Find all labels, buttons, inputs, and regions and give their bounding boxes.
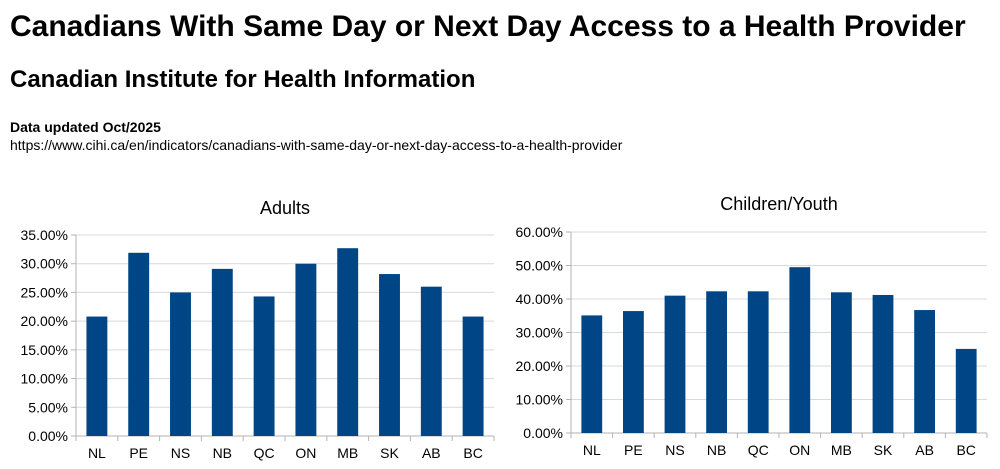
children-youth-x-tick-label: BC [956, 442, 975, 458]
adults-y-tick-label: 15.00% [21, 342, 68, 358]
adults-x-tick-label: NL [88, 445, 106, 461]
adults-x-tick-label: PE [129, 445, 148, 461]
adults-y-tick-label: 20.00% [21, 313, 68, 329]
adults-x-tick-label: NB [213, 445, 232, 461]
children-youth-x-tick-label: MB [831, 442, 852, 458]
children-youth-bar-nl [581, 315, 603, 433]
children-youth-y-tick-label: 50.00% [516, 258, 563, 274]
children-youth-bar-pe [623, 311, 644, 433]
adults-y-tick-label: 5.00% [28, 399, 68, 415]
children-youth-bar-qc [747, 291, 769, 433]
children-youth-y-tick-label: 20.00% [516, 358, 563, 374]
adults-x-tick-label: MB [337, 445, 358, 461]
source-url: https://www.cihi.ca/en/indicators/canadi… [10, 137, 623, 153]
adults-bar-bc [462, 316, 484, 436]
children-youth-x-tick-label: NB [707, 442, 726, 458]
children-youth-x-tick-label: PE [624, 442, 643, 458]
adults-x-tick-label: QC [254, 445, 275, 461]
page-title: Canadians With Same Day or Next Day Acce… [10, 10, 966, 43]
adults-y-tick-label: 35.00% [21, 227, 68, 243]
adults-y-tick-label: 0.00% [28, 428, 68, 444]
children-youth-chart-title: Children/Youth [720, 194, 837, 214]
adults-x-tick-label: NS [171, 445, 190, 461]
adults-chart-title: Adults [260, 198, 310, 218]
adults-y-tick-label: 25.00% [21, 284, 68, 300]
adults-bar-ns [170, 292, 191, 436]
adults-bar-nb [211, 268, 233, 436]
adults-y-tick-label: 30.00% [21, 256, 68, 272]
adults-y-tick-label: 10.00% [21, 371, 68, 387]
adults-bar-ab [420, 286, 442, 436]
children-youth-y-tick-label: 10.00% [516, 392, 563, 408]
children-youth-bar-bc [955, 348, 977, 433]
children-youth-y-tick-label: 30.00% [516, 325, 563, 341]
children-youth-x-tick-label: SK [874, 442, 893, 458]
children-youth-x-tick-label: AB [915, 442, 934, 458]
children-youth-y-tick-label: 0.00% [523, 425, 563, 441]
children-youth-x-tick-label: NL [583, 442, 601, 458]
adults-x-tick-label: SK [380, 445, 399, 461]
children-youth-x-tick-label: ON [789, 442, 810, 458]
adults-bar-mb [337, 248, 359, 436]
children-youth-bar-sk [872, 294, 894, 433]
children-youth-x-tick-label: NS [665, 442, 684, 458]
children-youth-bar-ns [664, 295, 686, 433]
children-youth-bar-on [789, 267, 811, 433]
children-youth-x-tick-label: QC [748, 442, 769, 458]
adults-bar-qc [253, 296, 275, 436]
children-youth-y-tick-label: 40.00% [516, 291, 563, 307]
data-updated-label: Data updated Oct/2025 [10, 119, 161, 135]
children-youth-y-tick-label: 60.00% [516, 224, 563, 240]
children-youth-bar-mb [831, 292, 852, 433]
adults-x-tick-label: AB [422, 445, 441, 461]
page-subtitle: Canadian Institute for Health Informatio… [10, 66, 476, 93]
adults-bar-pe [128, 252, 150, 436]
children-youth-bar-ab [914, 310, 935, 433]
adults-x-tick-label: BC [463, 445, 482, 461]
adults-bar-on [295, 263, 317, 436]
children-youth-bar-nb [706, 291, 727, 433]
adults-x-tick-label: ON [295, 445, 316, 461]
adults-bar-nl [86, 316, 108, 436]
adults-bar-sk [379, 274, 400, 436]
